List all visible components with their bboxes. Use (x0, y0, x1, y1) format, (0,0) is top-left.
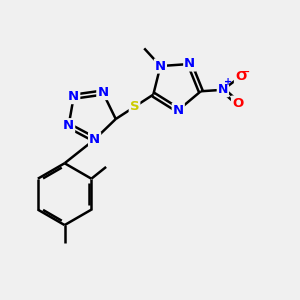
Text: N: N (184, 58, 195, 70)
Text: N: N (89, 133, 100, 146)
Text: O: O (232, 97, 243, 110)
Text: N: N (218, 83, 228, 96)
Text: N: N (155, 59, 166, 73)
Text: N: N (173, 104, 184, 117)
Text: −: − (241, 67, 250, 77)
Text: O: O (235, 70, 246, 83)
Text: N: N (63, 119, 74, 132)
Text: N: N (97, 86, 108, 99)
Text: S: S (130, 100, 139, 113)
Text: +: + (224, 77, 232, 87)
Text: N: N (68, 90, 79, 103)
